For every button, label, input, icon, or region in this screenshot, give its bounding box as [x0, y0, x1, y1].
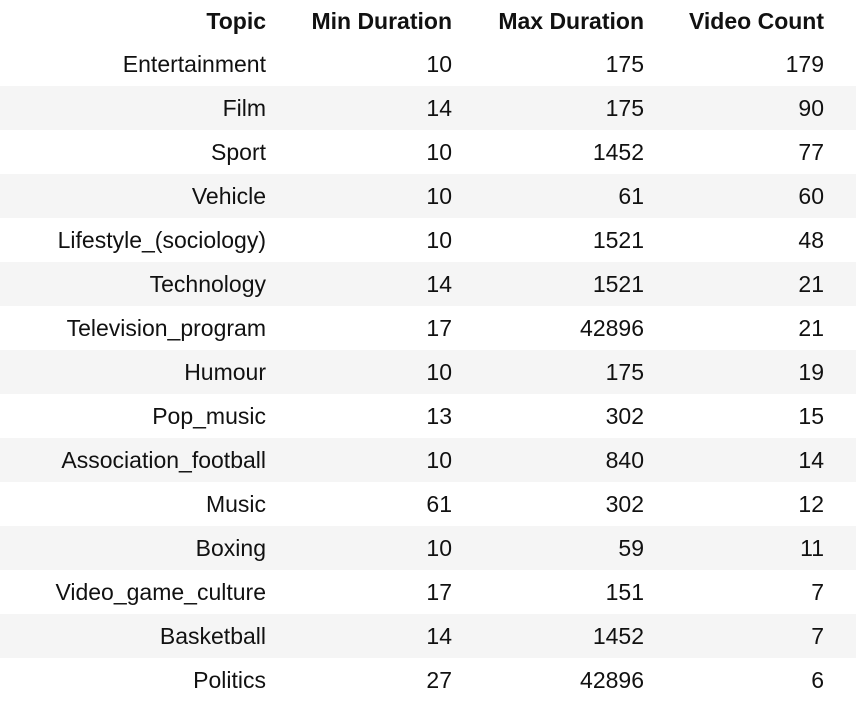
cell-min-duration: 10: [426, 226, 452, 253]
cell-video-count: 21: [798, 314, 824, 341]
row-padding: [832, 42, 856, 86]
row-padding: [832, 350, 856, 394]
cell-max-duration: 151: [605, 578, 644, 605]
cell-max-duration: 302: [605, 490, 644, 517]
cell-min-duration: 10: [426, 182, 452, 209]
row-padding: [832, 482, 856, 526]
table-row: Film 14 175 90: [0, 86, 856, 130]
table-row: Pop_music 13 302 15: [0, 394, 856, 438]
column-header-video-count: Video Count: [688, 7, 824, 34]
cell-min-duration: 10: [426, 446, 452, 473]
cell-topic: Politics: [193, 666, 266, 693]
cell-max-duration: 175: [605, 50, 644, 77]
cell-max-duration: 1452: [592, 622, 644, 649]
table-row: Vehicle 10 61 60: [0, 174, 856, 218]
cell-topic: Film: [222, 94, 266, 121]
row-padding: [832, 130, 856, 174]
cell-max-duration: 1521: [592, 270, 644, 297]
cell-topic: Technology: [149, 270, 266, 297]
cell-video-count: 15: [798, 402, 824, 429]
cell-min-duration: 10: [426, 138, 452, 165]
cell-min-duration: 13: [426, 402, 452, 429]
cell-max-duration: 1452: [592, 138, 644, 165]
cell-video-count: 11: [800, 534, 824, 561]
table-row: Humour 10 175 19: [0, 350, 856, 394]
table-row: Video_game_culture 17 151 7: [0, 570, 856, 614]
header-row: Topic Min Duration Max Duration Video Co…: [0, 0, 856, 42]
cell-topic: Humour: [184, 358, 266, 385]
cell-topic: Entertainment: [122, 50, 266, 77]
cell-min-duration: 27: [426, 666, 452, 693]
cell-max-duration: 61: [618, 182, 644, 209]
column-header-min-duration: Min Duration: [311, 7, 452, 34]
cell-video-count: 77: [798, 138, 824, 165]
cell-min-duration: 10: [426, 534, 452, 561]
row-padding: [832, 306, 856, 350]
cell-min-duration: 10: [426, 358, 452, 385]
cell-video-count: 14: [798, 446, 824, 473]
column-header-max-duration: Max Duration: [498, 7, 644, 34]
table-row: Politics 27 42896 6: [0, 658, 856, 702]
column-header-topic: Topic: [206, 7, 266, 34]
cell-topic: Video_game_culture: [55, 578, 266, 605]
header-padding: [832, 0, 856, 42]
table-row: Basketball 14 1452 7: [0, 614, 856, 658]
row-padding: [832, 614, 856, 658]
table-row: Lifestyle_(sociology) 10 1521 48: [0, 218, 856, 262]
cell-min-duration: 14: [426, 94, 452, 121]
cell-topic: Association_football: [61, 446, 266, 473]
cell-topic: Sport: [211, 138, 266, 165]
cell-video-count: 6: [811, 666, 824, 693]
cell-topic: Pop_music: [152, 402, 266, 429]
cell-max-duration: 42896: [580, 666, 644, 693]
table-header: Topic Min Duration Max Duration Video Co…: [0, 0, 856, 42]
table-body: Entertainment 10 175 179 Film 14 175 90 …: [0, 42, 856, 702]
cell-video-count: 7: [811, 578, 824, 605]
cell-topic: Music: [205, 490, 266, 517]
cell-video-count: 19: [798, 358, 824, 385]
cell-min-duration: 61: [426, 490, 452, 517]
row-padding: [832, 394, 856, 438]
cell-video-count: 12: [798, 490, 824, 517]
row-padding: [832, 438, 856, 482]
cell-topic: Basketball: [159, 622, 266, 649]
cell-topic: Television_program: [66, 314, 266, 341]
cell-video-count: 179: [785, 50, 824, 77]
cell-max-duration: 42896: [580, 314, 644, 341]
row-padding: [832, 262, 856, 306]
cell-video-count: 48: [798, 226, 824, 253]
row-padding: [832, 570, 856, 614]
cell-max-duration: 302: [605, 402, 644, 429]
cell-min-duration: 10: [426, 50, 452, 77]
table-row: Entertainment 10 175 179: [0, 42, 856, 86]
cell-topic: Vehicle: [191, 182, 266, 209]
cell-min-duration: 17: [426, 314, 452, 341]
cell-max-duration: 175: [605, 94, 644, 121]
table-row: Boxing 10 59 11: [0, 526, 856, 570]
row-padding: [832, 86, 856, 130]
table-row: Sport 10 1452 77: [0, 130, 856, 174]
cell-video-count: 90: [798, 94, 824, 121]
cell-video-count: 60: [798, 182, 824, 209]
cell-max-duration: 1521: [592, 226, 644, 253]
cell-max-duration: 175: [605, 358, 644, 385]
row-padding: [832, 218, 856, 262]
row-padding: [832, 658, 856, 702]
cell-min-duration: 14: [426, 622, 452, 649]
cell-max-duration: 59: [618, 534, 644, 561]
cell-video-count: 21: [798, 270, 824, 297]
table-row: Music 61 302 12: [0, 482, 856, 526]
table-row: Technology 14 1521 21: [0, 262, 856, 306]
cell-max-duration: 840: [605, 446, 644, 473]
row-padding: [832, 174, 856, 218]
table-row: Association_football 10 840 14: [0, 438, 856, 482]
cell-min-duration: 14: [426, 270, 452, 297]
cell-topic: Lifestyle_(sociology): [57, 226, 266, 253]
cell-min-duration: 17: [426, 578, 452, 605]
cell-video-count: 7: [811, 622, 824, 649]
row-padding: [832, 526, 856, 570]
table-row: Television_program 17 42896 21: [0, 306, 856, 350]
cell-topic: Boxing: [195, 534, 266, 561]
